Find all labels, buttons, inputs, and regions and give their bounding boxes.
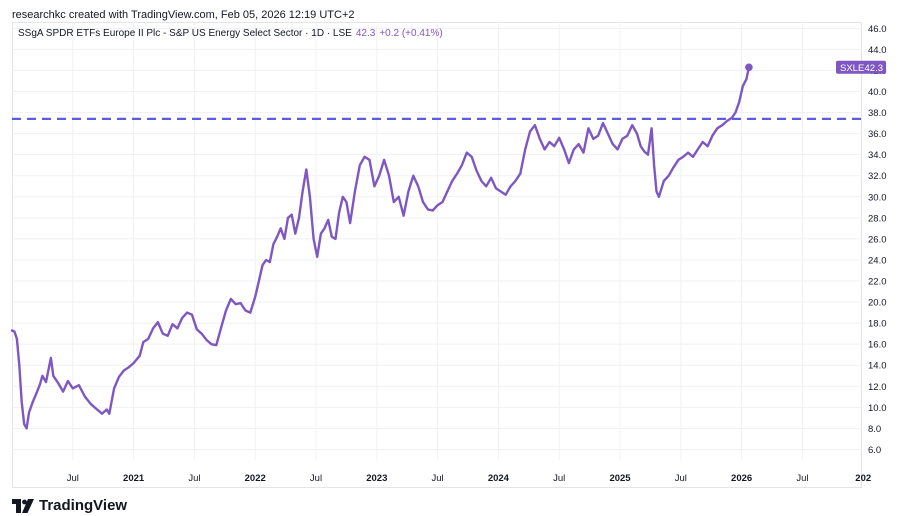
series-legend[interactable]: SSgA SPDR ETFs Europe II Plc - S&P US En…: [18, 28, 443, 39]
x-tick-label: Jul: [188, 473, 200, 484]
x-tick-label: 2026: [731, 473, 752, 484]
y-tick-label: 24.0: [868, 255, 887, 266]
y-tick-label: 10.0: [868, 403, 887, 414]
y-tick-label: 30.0: [868, 192, 887, 203]
x-tick-label: Jul: [432, 473, 444, 484]
x-tick-label: 2022: [245, 473, 266, 484]
badge-symbol: SXLE: [840, 63, 864, 74]
price-series-line: [10, 66, 751, 430]
x-tick-label: 202: [855, 473, 871, 484]
brand-name: TradingView: [39, 497, 128, 514]
x-tick-label: 2023: [366, 473, 387, 484]
tradingview-brand[interactable]: TradingView: [12, 497, 127, 514]
y-tick-label: 44.0: [868, 45, 887, 56]
time-axis: Jul 2021 Jul 2022 Jul 2023 Jul 2024 Jul 2025 Jul 20…: [67, 473, 871, 484]
attribution-text: researchkc created with TradingView.com,…: [12, 9, 355, 21]
y-tick-label: 18.0: [868, 319, 887, 330]
y-tick-label: 34.0: [868, 150, 887, 161]
y-tick-label: 12.0: [868, 382, 887, 393]
chart-frame[interactable]: [12, 22, 862, 488]
price-axis: 46.044.042.040.038.036.034.032.030.028.0…: [868, 24, 887, 456]
y-tick-label: 28.0: [868, 213, 887, 224]
grid-layer: [12, 22, 862, 460]
y-tick-label: 8.0: [868, 424, 881, 435]
y-tick-label: 46.0: [868, 24, 887, 35]
badge-last-price: 42.3: [865, 63, 884, 74]
y-tick-label: 6.0: [868, 445, 881, 456]
x-tick-label: Jul: [310, 473, 322, 484]
last-price-badge-layer: SXLE 42.3: [836, 60, 886, 74]
series-layer: [10, 63, 753, 430]
legend-last-value: 42.3: [355, 28, 376, 39]
x-tick-label: 2025: [609, 473, 631, 484]
x-tick-label: Jul: [67, 473, 79, 484]
x-tick-label: Jul: [796, 473, 808, 484]
legend-title: SSgA SPDR ETFs Europe II Plc - S&P US En…: [18, 28, 352, 39]
y-tick-label: 38.0: [868, 108, 887, 119]
y-tick-label: 32.0: [868, 171, 887, 182]
legend-change: +0.2 (+0.41%): [379, 28, 443, 39]
y-tick-label: 14.0: [868, 361, 887, 372]
y-tick-label: 26.0: [868, 234, 887, 245]
y-tick-label: 22.0: [868, 277, 887, 288]
tradingview-logo-icon: [12, 498, 34, 513]
y-tick-label: 40.0: [868, 87, 887, 98]
y-tick-label: 16.0: [868, 340, 887, 351]
y-tick-label: 20.0: [868, 298, 887, 309]
last-point-marker: [745, 63, 753, 72]
x-tick-label: 2021: [123, 473, 145, 484]
x-tick-label: Jul: [553, 473, 565, 484]
x-tick-label: 2024: [488, 473, 510, 484]
last-price-badge: [836, 60, 886, 74]
x-tick-label: Jul: [675, 473, 687, 484]
y-tick-label: 36.0: [868, 129, 887, 140]
